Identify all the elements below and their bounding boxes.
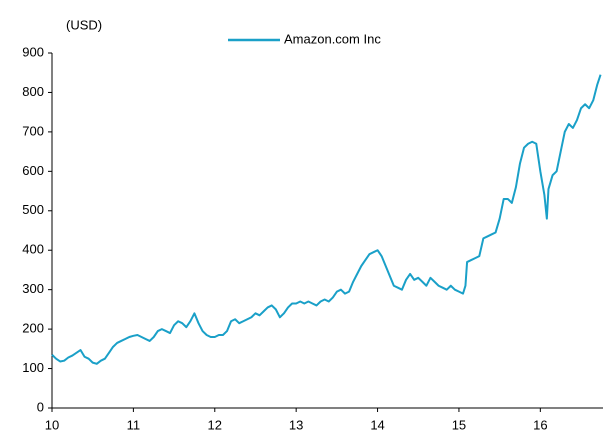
y-tick-label: 600	[22, 163, 44, 178]
x-tick-label: 11	[127, 417, 141, 432]
y-tick-label: 400	[22, 242, 44, 257]
unit-label: (USD)	[66, 17, 102, 32]
x-tick-label: 10	[45, 417, 59, 432]
x-tick-label: 16	[533, 417, 547, 432]
y-tick-label: 800	[22, 84, 44, 99]
y-tick-label: 700	[22, 123, 44, 138]
x-tick-label: 12	[208, 417, 222, 432]
legend-label: Amazon.com Inc	[284, 31, 381, 46]
y-tick-label: 200	[22, 321, 44, 336]
price-line	[51, 74, 602, 365]
y-tick-label: 500	[22, 202, 44, 217]
x-tick-label: 14	[370, 417, 384, 432]
x-tick-label: 15	[452, 417, 466, 432]
x-tick-label: 13	[289, 417, 303, 432]
y-tick-label: 900	[22, 44, 44, 59]
y-tick-label: 100	[22, 360, 44, 375]
y-tick-label: 0	[37, 399, 44, 414]
y-tick-label: 300	[22, 281, 44, 296]
